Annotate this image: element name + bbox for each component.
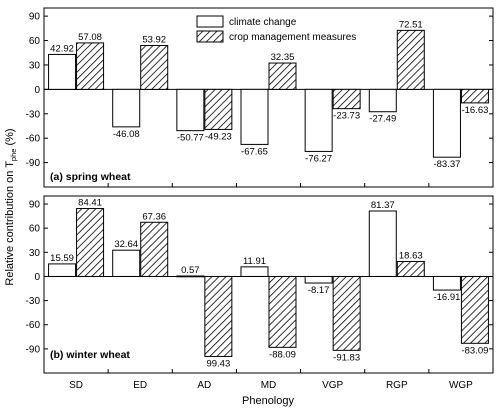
data-label: 11.91 bbox=[243, 256, 266, 267]
y-tick-label: -30 bbox=[26, 296, 41, 307]
panel-title: (a) spring wheat bbox=[50, 171, 131, 183]
y-tick-label: -30 bbox=[26, 109, 41, 120]
data-label: -91.83 bbox=[333, 352, 360, 363]
bar-climate-change-sd bbox=[48, 53, 77, 90]
data-label: 53.92 bbox=[142, 34, 166, 45]
y-tick-label: -60 bbox=[26, 134, 41, 145]
bar-crop-management-ad bbox=[204, 88, 233, 130]
plot-frame bbox=[43, 7, 494, 188]
bar-crop-management-rgp bbox=[396, 260, 425, 277]
y-tick-label: 30 bbox=[29, 60, 41, 71]
bar-climate-change-vgp bbox=[304, 275, 333, 284]
bar-crop-management-sd bbox=[76, 42, 105, 90]
x-tick-label: ED bbox=[133, 380, 147, 391]
data-label: -76.27 bbox=[305, 153, 332, 164]
bar-climate-change-md bbox=[240, 88, 269, 145]
y-tick-label: -90 bbox=[26, 344, 41, 355]
bar-climate-change-md bbox=[240, 266, 269, 277]
bar-crop-management-ed bbox=[140, 221, 169, 277]
data-label: 57.08 bbox=[78, 32, 102, 43]
data-label: -23.73 bbox=[333, 111, 360, 122]
x-tick-label: VGP bbox=[322, 380, 343, 391]
bar-crop-management-ed bbox=[140, 44, 169, 90]
data-label: -83.37 bbox=[433, 159, 460, 170]
data-label: -46.08 bbox=[113, 129, 140, 140]
data-label: 32.35 bbox=[271, 52, 295, 63]
y-tick-label: 30 bbox=[29, 248, 41, 259]
bar-climate-change-ed bbox=[112, 249, 141, 277]
bar-crop-management-vgp bbox=[332, 275, 361, 351]
legend-label-climate-change: climate change bbox=[229, 17, 297, 28]
y-tick-label: -90 bbox=[26, 158, 41, 169]
x-tick-label: WGP bbox=[449, 380, 473, 391]
legend-swatch-crop-management bbox=[196, 30, 224, 43]
bar-climate-change-ad bbox=[176, 88, 205, 132]
data-label: -49.23 bbox=[205, 131, 232, 142]
y-tick-label: 90 bbox=[29, 12, 41, 23]
data-label: 99.43 bbox=[206, 358, 230, 369]
bar-crop-management-md bbox=[268, 62, 297, 90]
plot-frame bbox=[43, 195, 494, 374]
y-tick-label: 60 bbox=[29, 224, 41, 235]
bar-climate-change-wgp bbox=[432, 88, 461, 158]
bar-crop-management-rgp bbox=[396, 29, 425, 90]
bar-crop-management-ad bbox=[204, 275, 233, 357]
panel-spring-wheat: -90 -60 -30 0 30 60 90 42.92 57.08 -46.08 53.92 -50… bbox=[26, 7, 494, 188]
data-label: 67.36 bbox=[142, 211, 166, 222]
data-label: -83.09 bbox=[461, 345, 488, 356]
bar-climate-change-ad bbox=[176, 275, 205, 278]
bar-climate-change-wgp bbox=[432, 275, 461, 291]
x-tick-label: SD bbox=[69, 380, 83, 391]
panel-title: (b) winter wheat bbox=[50, 349, 130, 361]
x-tick-label: MD bbox=[261, 380, 277, 391]
x-tick-label: AD bbox=[197, 380, 211, 391]
bar-crop-management-vgp bbox=[332, 88, 361, 110]
data-label: 0.57 bbox=[181, 265, 200, 276]
legend-swatch-climate-change bbox=[196, 15, 224, 28]
data-label: 81.37 bbox=[371, 200, 395, 211]
data-label: -16.91 bbox=[433, 292, 460, 303]
y-tick-label: -60 bbox=[26, 320, 41, 331]
x-axis-title: Phenology bbox=[242, 395, 294, 407]
bar-crop-management-md bbox=[268, 275, 297, 348]
legend-label-crop-management: crop management measures bbox=[229, 32, 356, 43]
data-label: -8.17 bbox=[308, 285, 330, 296]
data-label: 84.41 bbox=[78, 198, 102, 209]
data-label: -16.63 bbox=[461, 105, 488, 116]
bar-crop-management-wgp bbox=[460, 88, 489, 104]
bar-crop-management-sd bbox=[76, 208, 105, 277]
y-tick-label: 60 bbox=[29, 36, 41, 47]
data-label: 15.59 bbox=[50, 253, 74, 264]
y-axis-title: Relative contribution on Tphe (%) bbox=[4, 128, 18, 285]
panel-winter-wheat: -90 -60 -30 0 30 60 90 15.59 84.41 32.64 67.36 0.57… bbox=[26, 195, 494, 391]
bar-climate-change-rgp bbox=[368, 210, 397, 277]
data-label: -88.09 bbox=[269, 349, 296, 360]
bar-climate-change-vgp bbox=[304, 88, 333, 152]
bar-climate-change-sd bbox=[48, 263, 77, 277]
x-tick-label: RGP bbox=[386, 380, 408, 391]
data-label: -67.65 bbox=[241, 146, 268, 157]
y-tick-label: 0 bbox=[34, 272, 40, 283]
y-tick-label: 0 bbox=[34, 85, 40, 96]
data-label: 72.51 bbox=[399, 19, 423, 30]
bar-climate-change-rgp bbox=[368, 88, 397, 113]
y-tick-label: 90 bbox=[29, 200, 41, 211]
data-label: -50.77 bbox=[177, 133, 204, 144]
data-label: 18.63 bbox=[399, 250, 423, 261]
data-label: 42.92 bbox=[50, 43, 74, 54]
data-label: -27.49 bbox=[369, 114, 396, 125]
bar-climate-change-ed bbox=[112, 88, 141, 128]
legend: climate change crop management measures bbox=[196, 15, 356, 43]
data-label: 32.64 bbox=[114, 239, 138, 250]
bar-crop-management-wgp bbox=[460, 275, 489, 344]
